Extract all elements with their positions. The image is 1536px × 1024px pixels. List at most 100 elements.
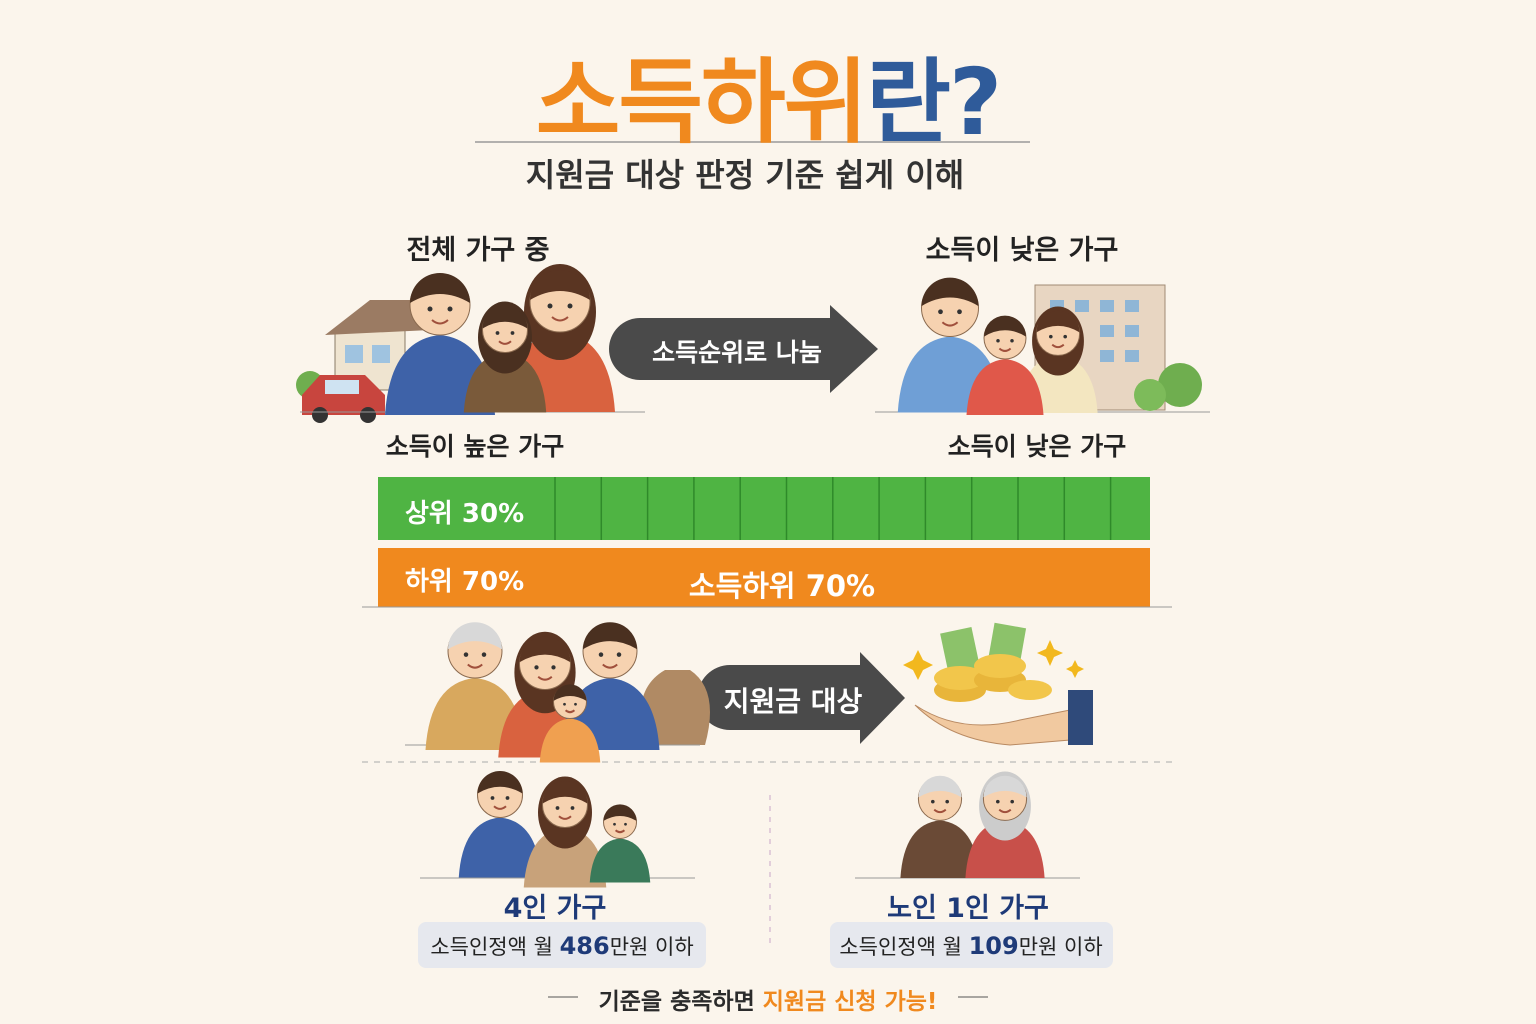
person — [900, 775, 980, 878]
person — [463, 301, 547, 413]
footer: 기준을 충족하면 지원금 신청 가능! — [599, 982, 938, 1016]
money-hand — [903, 622, 1093, 746]
eye — [598, 652, 604, 657]
bar-label: 하위 70% — [405, 567, 525, 597]
eye — [534, 665, 539, 670]
title-tail: 란? — [866, 49, 1002, 156]
eye — [427, 306, 433, 312]
eye — [551, 665, 556, 670]
body — [523, 827, 607, 888]
label: 소득이 낮은 가구 — [947, 432, 1127, 461]
person — [966, 315, 1044, 415]
mouth — [551, 316, 569, 322]
hair — [410, 273, 470, 303]
arrow — [697, 652, 905, 744]
building — [1034, 284, 1202, 411]
eye — [490, 796, 495, 800]
criterion-amount: 109 — [968, 932, 1019, 960]
hair — [583, 622, 637, 650]
person — [458, 771, 542, 878]
hair — [984, 315, 1026, 337]
body — [900, 820, 980, 878]
case-title: 4인 가구 — [503, 893, 607, 924]
hair — [530, 270, 590, 300]
lower-bar — [378, 548, 1150, 607]
title: 소득하위란? — [535, 28, 1003, 161]
person — [589, 804, 651, 883]
people — [385, 264, 1098, 888]
eye — [931, 799, 935, 804]
body — [589, 838, 651, 883]
case-title: 노인 1인 가구 — [887, 893, 1049, 924]
footer-highlight: 지원금 신청 가능! — [762, 989, 938, 1015]
eye — [1049, 334, 1053, 339]
mouth — [941, 321, 959, 327]
label: 소득이 낮은 가구 — [925, 235, 1119, 266]
eye — [505, 796, 510, 800]
eye — [567, 303, 573, 309]
bar-label: 소득하위 70% — [688, 569, 876, 603]
eye — [996, 799, 1000, 804]
bar-cells — [554, 477, 1112, 540]
mouth — [431, 319, 449, 325]
body — [463, 352, 547, 413]
eye — [563, 702, 566, 706]
footer-text: 기준을 충족하면 — [598, 989, 755, 1015]
body — [458, 817, 542, 878]
arrow — [609, 305, 878, 393]
hair — [921, 277, 979, 307]
eye — [1063, 334, 1067, 339]
body — [539, 718, 601, 763]
arrow-label: 소득순위로 나눔 — [652, 338, 822, 367]
mouth — [998, 347, 1012, 352]
criterion-suffix: 만원 이하 — [1018, 935, 1103, 959]
car — [302, 375, 385, 423]
mouth — [933, 808, 947, 814]
title-main: 소득하위 — [535, 49, 869, 156]
case-criterion: 소득인정액 월 109만원 이하 — [839, 931, 1102, 961]
mouth — [558, 815, 572, 820]
eye — [463, 652, 469, 657]
eye — [957, 309, 962, 315]
eye — [510, 331, 515, 335]
hair — [1036, 310, 1080, 333]
eye — [624, 822, 627, 826]
criterion-prefix: 소득인정액 월 — [839, 935, 962, 959]
hair — [482, 306, 528, 329]
sack — [640, 670, 710, 745]
upper-bar — [378, 477, 1150, 540]
criterion-prefix: 소득인정액 월 — [430, 935, 553, 959]
body — [965, 820, 1045, 878]
person — [965, 771, 1045, 878]
eye — [613, 822, 616, 826]
person — [425, 622, 525, 750]
criterion-amount: 486 — [559, 932, 610, 960]
mouth — [537, 675, 553, 681]
arrow-label: 지원금 대상 — [723, 685, 863, 718]
mouth — [493, 805, 507, 810]
mouth — [1051, 343, 1065, 349]
person — [539, 684, 601, 763]
eye — [996, 339, 1000, 343]
label: 소득이 높은 가구 — [385, 432, 565, 461]
mouth — [614, 829, 626, 834]
mouth — [467, 663, 483, 669]
eye — [938, 309, 943, 315]
eye — [495, 331, 500, 335]
subtitle: 지원금 대상 판정 기준 쉽게 이해 — [525, 156, 965, 194]
eye — [555, 806, 560, 810]
hair — [477, 771, 523, 794]
criterion-suffix: 만원 이하 — [609, 935, 694, 959]
body — [966, 359, 1044, 415]
pill — [418, 922, 706, 968]
hair — [553, 684, 587, 701]
hair — [448, 622, 502, 650]
hair — [603, 804, 637, 821]
hair — [542, 781, 588, 804]
mouth — [998, 808, 1012, 814]
eye — [945, 799, 949, 804]
person — [505, 264, 615, 412]
